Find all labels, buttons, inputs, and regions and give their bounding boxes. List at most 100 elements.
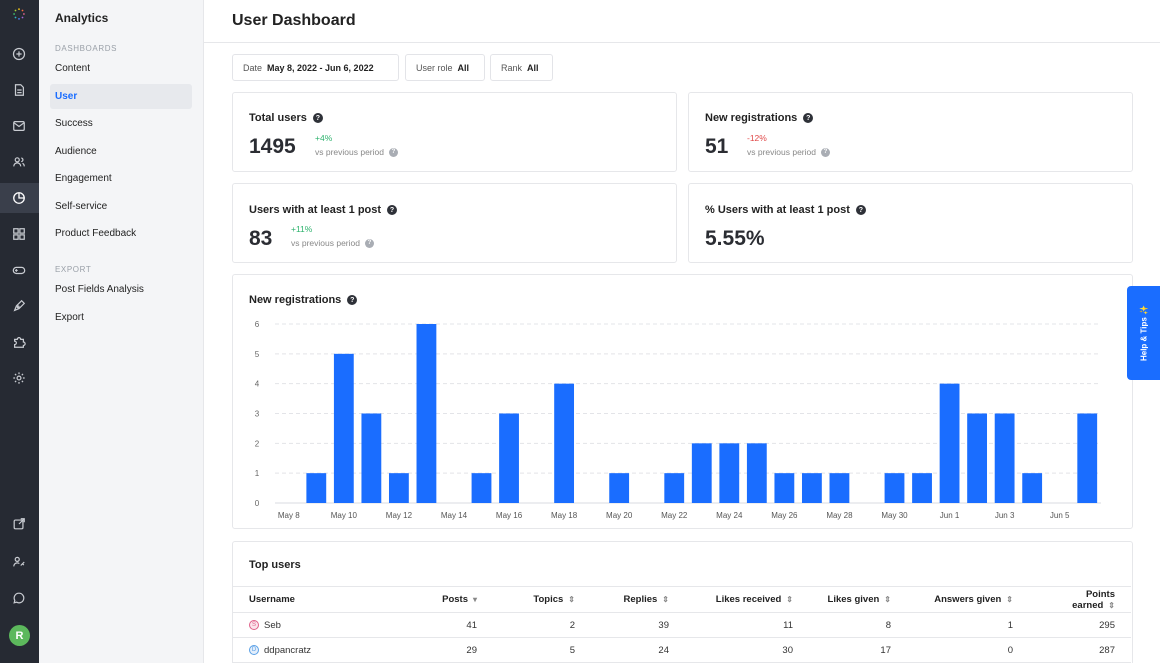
sidebar-item-audience[interactable]: Audience (55, 146, 97, 157)
bar-may-12[interactable] (388, 473, 409, 503)
puzzle-icon[interactable] (9, 332, 29, 352)
date-filter[interactable]: Date May 8, 2022 - Jun 6, 2022 (232, 54, 399, 81)
rank-filter-label: Rank (501, 62, 523, 73)
column-username[interactable]: Username (233, 586, 383, 613)
sidebar-item-engagement[interactable]: Engagement (55, 173, 112, 184)
points-earned-cell: 287 (1029, 637, 1131, 663)
page-title: User Dashboard (232, 12, 356, 29)
role-filter[interactable]: User role All (405, 54, 485, 81)
settings-icon[interactable] (9, 368, 29, 388)
username-link[interactable]: Seb (264, 619, 281, 631)
sidebar-item-export[interactable]: Export (55, 312, 84, 323)
bar-may-15[interactable] (471, 473, 492, 503)
column-likes-given[interactable]: Likes given ⇕ (809, 586, 907, 613)
column-topics[interactable]: Topics ⇕ (493, 586, 591, 613)
bar-jun-2[interactable] (967, 413, 988, 504)
top-bar: User Dashboard (204, 0, 1160, 43)
column-posts[interactable]: Posts ▾ (383, 586, 493, 613)
chat-icon[interactable] (9, 588, 29, 608)
rank-filter[interactable]: Rank All (490, 54, 553, 81)
document-icon[interactable] (9, 80, 29, 100)
bar-may-23[interactable] (691, 443, 712, 503)
user-avatar-icon: S (249, 619, 259, 630)
sidebar-item-success[interactable]: Success (55, 118, 93, 129)
pen-icon[interactable] (9, 296, 29, 316)
x-tick-label: May 18 (551, 511, 578, 520)
bar-may-11[interactable] (361, 413, 382, 504)
users-with-post-value: 83 (249, 227, 273, 250)
bar-may-9[interactable] (306, 473, 327, 503)
sort-icon: ⇕ (884, 595, 891, 604)
bar-may-28[interactable] (829, 473, 850, 503)
bar-may-13[interactable] (416, 324, 437, 503)
user-key-icon[interactable] (9, 552, 29, 572)
column-points-earned[interactable]: Points earned ⇕ (1029, 586, 1131, 613)
new-registrations-value: 51 (705, 135, 729, 158)
sort-icon: ⇕ (662, 595, 669, 604)
pct-users-with-post-value: 5.55% (705, 227, 765, 250)
users-icon[interactable] (9, 152, 29, 172)
bar-may-26[interactable] (774, 473, 795, 503)
bar-may-10[interactable] (333, 353, 354, 503)
sidebar-title: Analytics (55, 11, 109, 25)
x-tick-label: Jun 1 (940, 511, 960, 520)
sidebar-item-post-fields-analysis[interactable]: Post Fields Analysis (55, 284, 144, 295)
gamepad-icon[interactable] (9, 260, 29, 280)
x-tick-label: Jun 3 (995, 511, 1015, 520)
bar-may-27[interactable] (801, 473, 822, 503)
help-icon[interactable]: ? (820, 147, 830, 157)
help-tips-label: Help & Tips ✨ (1139, 304, 1148, 362)
analytics-icon[interactable] (9, 188, 29, 208)
external-link-icon[interactable] (9, 514, 29, 534)
column-answers-given[interactable]: Answers given ⇕ (907, 586, 1029, 613)
y-tick-label: 4 (255, 380, 260, 389)
table-row[interactable]: S Seb 41 2 39 11 8 1 295 (233, 612, 1131, 638)
help-icon[interactable]: ? (387, 205, 398, 215)
brand-logo-icon[interactable] (9, 4, 29, 24)
bar-may-22[interactable] (664, 473, 685, 503)
section-dashboards: DASHBOARDS (55, 44, 118, 53)
top-users-card: Top users Username Posts ▾ Topics ⇕ Replie… (232, 541, 1133, 663)
column-replies[interactable]: Replies ⇕ (591, 586, 685, 613)
help-icon[interactable]: ? (803, 113, 814, 123)
icon-rail: R (0, 0, 39, 663)
help-tips-tab[interactable]: Help & Tips ✨ (1127, 286, 1160, 380)
username-link[interactable]: ddpancratz (264, 644, 312, 656)
users-with-post-delta: +11% (291, 224, 313, 234)
bar-jun-1[interactable] (939, 383, 960, 503)
bar-jun-3[interactable] (994, 413, 1015, 504)
bar-may-31[interactable] (912, 473, 932, 503)
date-filter-label: Date (243, 62, 263, 73)
likes-given-cell: 17 (809, 637, 907, 663)
bar-may-25[interactable] (746, 443, 767, 503)
sidebar-item-product-feedback[interactable]: Product Feedback (55, 228, 137, 239)
help-icon[interactable]: ? (312, 113, 323, 123)
x-tick-label: May 28 (826, 511, 853, 520)
bar-may-24[interactable] (719, 443, 740, 503)
help-icon[interactable]: ? (364, 238, 374, 248)
user-avatar[interactable]: R (9, 625, 30, 646)
y-tick-label: 0 (255, 499, 260, 508)
help-icon[interactable]: ? (855, 205, 866, 215)
x-tick-label: May 10 (331, 511, 358, 520)
x-tick-label: May 26 (771, 511, 798, 520)
username-cell: S Seb (233, 612, 383, 638)
bar-may-16[interactable] (499, 413, 519, 504)
x-tick-label: May 16 (496, 511, 523, 520)
bar-may-20[interactable] (609, 473, 630, 503)
help-icon[interactable]: ? (347, 295, 358, 305)
add-circle-icon[interactable] (9, 44, 29, 64)
sidebar-item-self-service[interactable]: Self-service (55, 201, 108, 212)
bar-jun-4[interactable] (1022, 473, 1043, 503)
sidebar-item-content[interactable]: Content (55, 63, 91, 74)
bar-jun-6[interactable] (1077, 413, 1098, 504)
role-filter-label: User role (416, 62, 453, 73)
sidebar-item-user[interactable]: User (50, 84, 192, 109)
mail-icon[interactable] (9, 116, 29, 136)
bar-may-30[interactable] (884, 473, 905, 503)
grid-icon[interactable] (9, 224, 29, 244)
bar-may-18[interactable] (554, 383, 575, 503)
help-icon[interactable]: ? (388, 147, 398, 157)
column-likes-received[interactable]: Likes received ⇕ (685, 586, 809, 613)
